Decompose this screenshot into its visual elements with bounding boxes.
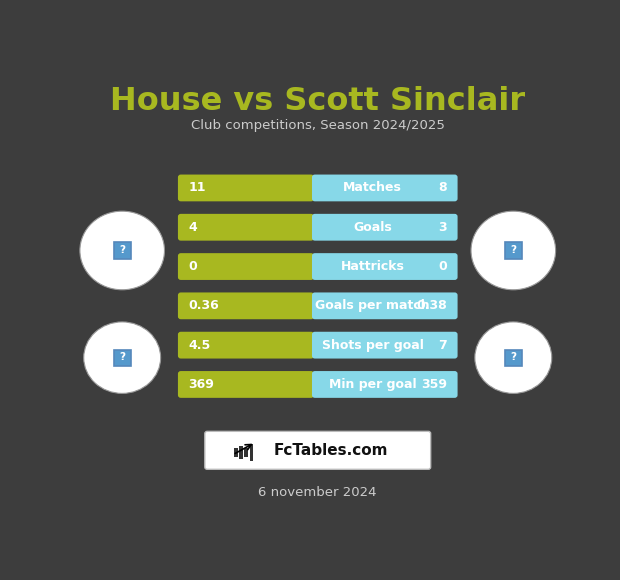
Text: 0.38: 0.38	[416, 299, 447, 313]
FancyBboxPatch shape	[178, 214, 314, 241]
FancyBboxPatch shape	[312, 332, 458, 358]
Text: Shots per goal: Shots per goal	[322, 339, 423, 351]
FancyBboxPatch shape	[249, 444, 254, 461]
Text: Club competitions, Season 2024/2025: Club competitions, Season 2024/2025	[191, 119, 445, 132]
Text: ?: ?	[119, 351, 125, 362]
FancyBboxPatch shape	[312, 175, 458, 201]
Text: 4: 4	[188, 221, 197, 234]
Text: ?: ?	[119, 245, 125, 255]
Text: 0: 0	[188, 260, 197, 273]
Text: Goals: Goals	[353, 221, 392, 234]
FancyBboxPatch shape	[239, 446, 243, 459]
Text: ?: ?	[510, 351, 516, 362]
FancyBboxPatch shape	[178, 292, 314, 319]
Text: 6 november 2024: 6 november 2024	[259, 486, 377, 499]
FancyBboxPatch shape	[113, 242, 131, 259]
Text: 359: 359	[421, 378, 447, 391]
Text: 0: 0	[438, 260, 447, 273]
FancyBboxPatch shape	[178, 175, 314, 201]
FancyBboxPatch shape	[113, 350, 131, 366]
Circle shape	[475, 322, 552, 393]
FancyBboxPatch shape	[244, 448, 248, 458]
FancyBboxPatch shape	[312, 214, 458, 241]
FancyBboxPatch shape	[312, 292, 458, 319]
Text: 7: 7	[438, 339, 447, 351]
Text: 369: 369	[188, 378, 215, 391]
Text: Goals per match: Goals per match	[316, 299, 430, 313]
Text: 4.5: 4.5	[188, 339, 211, 351]
Text: 8: 8	[438, 182, 447, 194]
FancyBboxPatch shape	[505, 242, 522, 259]
Text: 0.36: 0.36	[188, 299, 219, 313]
Circle shape	[471, 211, 556, 290]
FancyBboxPatch shape	[178, 371, 314, 398]
FancyBboxPatch shape	[234, 448, 237, 457]
FancyBboxPatch shape	[205, 432, 431, 469]
Circle shape	[80, 211, 164, 290]
FancyBboxPatch shape	[312, 253, 458, 280]
Circle shape	[84, 322, 161, 393]
FancyBboxPatch shape	[178, 332, 314, 358]
Text: 11: 11	[188, 182, 206, 194]
Text: FcTables.com: FcTables.com	[274, 443, 388, 458]
Text: Matches: Matches	[343, 182, 402, 194]
FancyBboxPatch shape	[312, 371, 458, 398]
FancyBboxPatch shape	[505, 350, 522, 366]
FancyBboxPatch shape	[178, 253, 314, 280]
Text: Hattricks: Hattricks	[341, 260, 405, 273]
Text: 3: 3	[438, 221, 447, 234]
Text: Min per goal: Min per goal	[329, 378, 417, 391]
Text: ?: ?	[510, 245, 516, 255]
Text: House vs Scott Sinclair: House vs Scott Sinclair	[110, 86, 525, 117]
